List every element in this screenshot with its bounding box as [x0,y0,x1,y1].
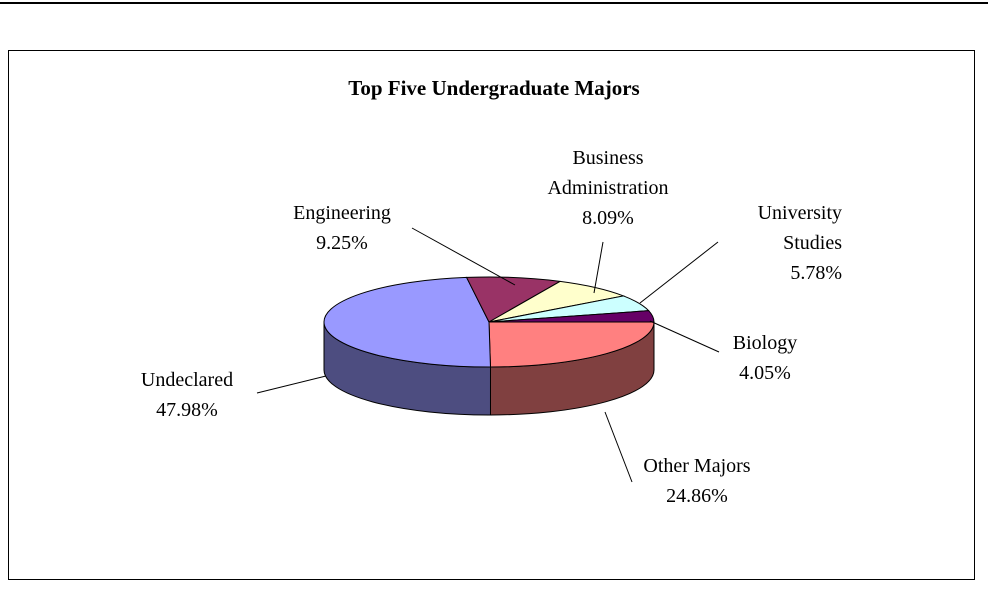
leader-line [649,320,720,353]
value-label: 8.09% [582,207,634,229]
leader-line [411,227,516,286]
category-name: Engineering [293,202,391,224]
leader-line [604,411,633,483]
value-label: 24.86% [666,485,728,507]
leader-line [639,241,719,304]
value-label: 47.98% [156,399,218,421]
leader-line [593,241,604,294]
chart-title: Top Five Undergraduate Majors [348,76,640,100]
pie-slice [465,276,562,323]
pie-slice [323,276,491,368]
category-name: Business Administration [547,147,669,199]
slice-label: Undeclared 47.98% [112,365,262,425]
slice-label: Business Administration 8.09% [533,143,683,233]
category-name: Undeclared [140,369,234,391]
value-label: 4.05% [739,362,791,384]
category-name: University Studies [757,202,842,254]
value-label: 5.78% [790,262,842,284]
pie-slice [488,310,655,323]
slice-label: Biology 4.05% [705,328,825,388]
category-name: Biology [732,332,798,354]
value-label: 9.25% [316,232,368,254]
leader-line [256,375,327,394]
slice-label: Other Majors 24.86% [617,451,777,511]
chart-frame [8,50,975,580]
category-name: Other Majors [643,455,751,477]
slice-label: Engineering 9.25% [267,198,417,258]
slice-label: University Studies 5.78% [700,198,842,288]
pie-slice [488,321,655,368]
